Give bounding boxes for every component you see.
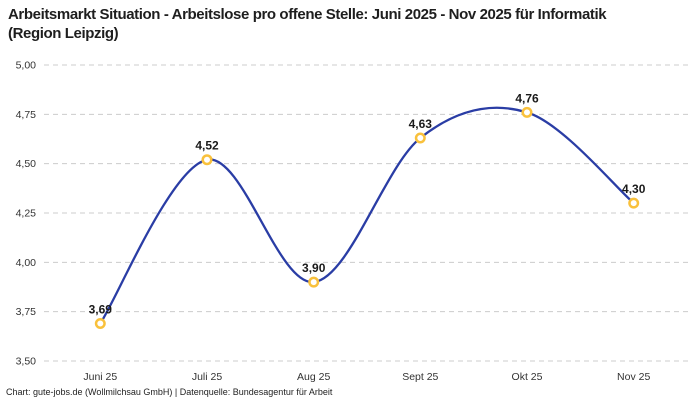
y-axis-tick-label: 3,50 xyxy=(16,356,37,368)
data-point-label: 4,76 xyxy=(515,91,539,105)
attribution-text: Chart: gute-jobs.de (Wollmilchsau GmbH) … xyxy=(6,387,333,397)
data-point-label: 4,52 xyxy=(195,139,219,153)
y-axis-tick-label: 4,25 xyxy=(16,208,37,220)
y-axis-tick-label: 5,00 xyxy=(16,60,37,72)
data-point-marker xyxy=(414,132,426,144)
y-axis-tick-label: 3,75 xyxy=(16,306,37,318)
data-point-label: 3,90 xyxy=(302,261,326,275)
y-axis-tick-label: 4,75 xyxy=(16,109,37,121)
data-point-label: 4,63 xyxy=(409,117,433,131)
x-axis-tick-label: Nov 25 xyxy=(617,371,650,383)
data-point-label: 4,30 xyxy=(622,182,646,196)
x-axis-tick-label: Sept 25 xyxy=(402,371,438,383)
data-point-marker xyxy=(94,318,106,329)
x-axis-tick-label: Juni 25 xyxy=(83,371,117,383)
data-point-label: 3,69 xyxy=(89,303,113,317)
data-point-marker xyxy=(201,154,213,166)
trend-line xyxy=(99,106,635,325)
y-axis-tick-label: 4,00 xyxy=(16,257,37,269)
y-axis-tick-label: 4,50 xyxy=(16,158,37,170)
data-point-marker xyxy=(521,106,533,118)
x-axis-tick-label: Aug 25 xyxy=(297,371,330,383)
x-axis-tick-label: Okt 25 xyxy=(512,371,543,383)
x-axis-tick-label: Juli 25 xyxy=(192,371,223,383)
chart-title: Arbeitsmarkt Situation - Arbeitslose pro… xyxy=(8,6,607,42)
data-point-marker xyxy=(308,276,320,288)
data-point-marker xyxy=(628,197,640,209)
